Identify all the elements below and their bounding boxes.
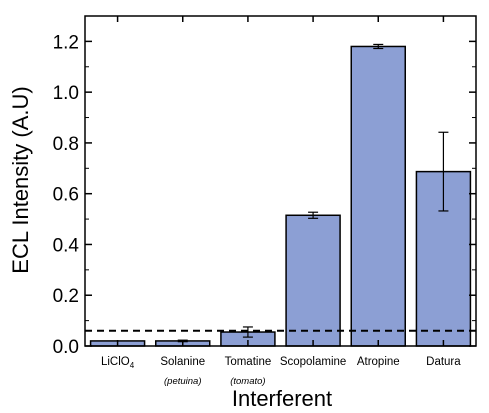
x-tick-label: Atropine: [357, 356, 400, 368]
x-tick-note: (petuina): [164, 376, 202, 387]
x-tick-label: Datura: [426, 356, 461, 368]
error-bar-3: [242, 326, 253, 338]
y-tick-label: 0.0: [53, 337, 79, 358]
bar-5: [350, 45, 406, 347]
plot-frame: [84, 15, 477, 347]
x-tick-note: (tomato): [230, 376, 265, 387]
bar-4: [285, 214, 341, 347]
bars-group: [89, 45, 472, 347]
x-axis-ticks: LiClO4 Solanine (petuina) Tomatine (tomato) S…: [101, 16, 461, 387]
y-tick-label: 1.0: [53, 83, 79, 104]
x-axis-label: Interferent: [232, 386, 332, 411]
y-tick-label: 0.8: [53, 134, 79, 155]
error-bar-6: [438, 131, 449, 212]
y-tick-label: 1.2: [53, 32, 79, 53]
y-axis-label: ECL Intensity (A.U): [8, 86, 33, 273]
x-tick-label: Solanine: [160, 356, 205, 368]
y-tick-label: 0.6: [53, 185, 79, 206]
error-bar-5: [373, 43, 384, 50]
y-tick-label: 0.4: [53, 235, 80, 256]
y-tick-label: 0.2: [53, 286, 79, 307]
x-tick-label: Scopolamine: [280, 356, 346, 368]
error-bar-4: [308, 211, 319, 219]
x-tick-label: LiClO4: [101, 356, 135, 370]
x-tick-label: Tomatine: [225, 356, 272, 368]
y-axis-ticks: 0.0 0.2 0.4 0.6 0.8 1.0 1.2: [53, 15, 476, 358]
